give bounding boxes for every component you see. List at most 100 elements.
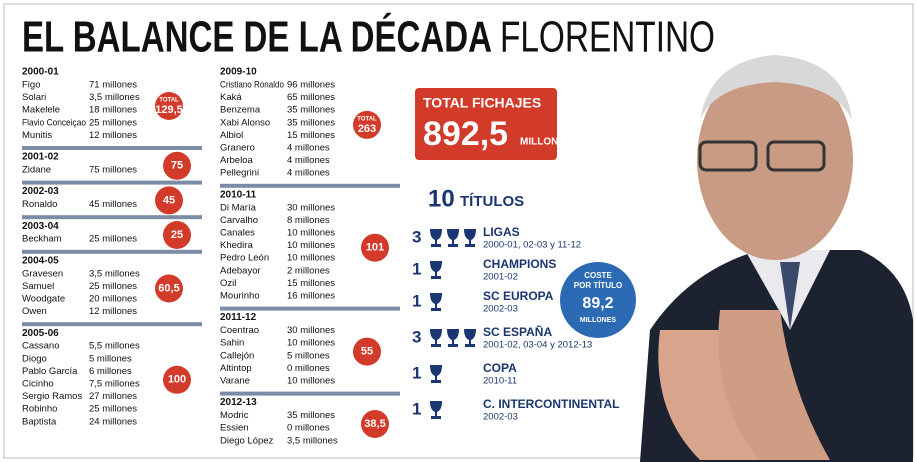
- title-count: 3: [412, 227, 421, 246]
- amount: 35 millones: [287, 105, 335, 116]
- total-badge: [361, 410, 389, 438]
- amount: 65 millones: [287, 92, 335, 103]
- player: Munitis: [22, 130, 52, 141]
- season: 2002-03: [22, 186, 59, 197]
- amount: 10 millones: [287, 240, 335, 251]
- player: Xabi Alonso: [220, 117, 270, 128]
- amount: 5 millones: [89, 353, 132, 364]
- amount: 0 millones: [287, 423, 330, 434]
- total-badge: [163, 365, 191, 394]
- season: 2003-04: [22, 221, 59, 232]
- total-badge: [353, 337, 381, 366]
- fichajes-label: TOTAL FICHAJES: [423, 95, 541, 111]
- player: Kaká: [220, 92, 242, 103]
- player: Essien: [220, 423, 249, 434]
- player: Mourinho: [220, 291, 260, 302]
- player: Ronaldo: [22, 199, 57, 210]
- coste-amount: 89,2: [582, 295, 613, 312]
- amount: 10 millones: [287, 228, 335, 239]
- amount: 25 millones: [89, 404, 137, 415]
- trophy-icon: [464, 229, 476, 247]
- title-detail: 2000-01, 02-03 y 11-12: [483, 240, 581, 251]
- player: Baptista: [22, 416, 57, 427]
- total-amount: 45: [163, 194, 175, 206]
- titles-count: 10: [428, 185, 455, 212]
- trophy-icon: [430, 261, 442, 279]
- frame: [3, 3, 914, 459]
- player: Woodgate: [22, 294, 65, 305]
- total-amount: 75: [171, 160, 183, 172]
- amount: 10 millones: [287, 253, 335, 264]
- player: Cicinho: [22, 379, 54, 390]
- amount: 25 millones: [89, 117, 137, 128]
- trophy-icon: [430, 401, 442, 419]
- title-detail: 2002-03: [483, 304, 518, 315]
- player: Arbeloa: [220, 155, 253, 166]
- amount: 7,5 millones: [89, 379, 140, 390]
- amount: 6 millones: [89, 366, 132, 377]
- player: Solari: [22, 92, 46, 103]
- title-detail: 2002-03: [483, 412, 518, 423]
- amount: 96 millones: [287, 80, 335, 91]
- amount: 2 millones: [287, 265, 330, 276]
- amount: 4 millones: [287, 155, 330, 166]
- player: Carvalho: [220, 215, 258, 226]
- separator: [22, 180, 202, 185]
- fichajes-unit: MILLONES: [520, 137, 572, 148]
- title-name: LIGAS: [483, 225, 520, 239]
- coste-label: COSTE: [584, 271, 612, 280]
- amount: 75 millones: [89, 165, 137, 176]
- player: Granero: [220, 143, 255, 154]
- coste-badge: COSTE POR TÍTULO 89,2 MILLONES: [560, 262, 636, 338]
- total-amount: 100: [168, 374, 186, 386]
- season: 2012-13: [220, 397, 257, 408]
- title-name: SC ESPAÑA: [483, 324, 552, 339]
- player: Diogo: [22, 353, 47, 364]
- player: Pablo García: [22, 366, 78, 377]
- fichajes-box: TOTAL FICHAJES 892,5 MILLONES: [415, 88, 572, 160]
- amount: 20 millones: [89, 294, 137, 305]
- trophy-icon: [430, 365, 442, 383]
- title-detail: 2001-02, 03-04 y 2012-13: [483, 340, 592, 351]
- separator: [22, 146, 202, 150]
- amount: 25 millones: [89, 281, 137, 292]
- player: Sergio Ramos: [22, 391, 82, 402]
- total-amount: 60,5: [158, 282, 179, 294]
- total-badge: [353, 110, 381, 139]
- season: 2009-10: [220, 67, 257, 78]
- amount: 3,5 millones: [287, 435, 338, 446]
- player: Makelele: [22, 105, 60, 116]
- portrait: [640, 55, 913, 462]
- total-label: TOTAL: [357, 116, 377, 122]
- title-count: 1: [412, 399, 421, 418]
- title-name: SC EUROPA: [483, 289, 554, 303]
- player: Robinho: [22, 404, 57, 415]
- amount: 4 millones: [287, 143, 330, 154]
- trophy-icon: [430, 293, 442, 311]
- player: Adebayor: [220, 265, 261, 276]
- title-detail: 2001-02: [483, 272, 518, 283]
- player: Owen: [22, 306, 47, 317]
- title-count: 3: [412, 327, 421, 346]
- total-badge: [163, 221, 191, 249]
- separator: [220, 306, 400, 311]
- player: Beckham: [22, 234, 62, 245]
- amount: 30 millones: [287, 202, 335, 213]
- player: Canales: [220, 228, 255, 239]
- title-name: C. INTERCONTINENTAL: [483, 397, 619, 411]
- title-count: 1: [412, 291, 421, 310]
- amount: 10 millones: [287, 338, 335, 349]
- amount: 24 millones: [89, 416, 137, 427]
- player: Benzema: [220, 105, 261, 116]
- total-badge: [155, 92, 183, 120]
- amount: 4 millones: [287, 168, 330, 179]
- amount: 5,5 millones: [89, 341, 140, 352]
- amount: 18 millones: [89, 105, 137, 116]
- title-name: COPA: [483, 361, 517, 375]
- total-amount: 101: [366, 242, 384, 254]
- total-amount: 263: [358, 123, 376, 135]
- fichajes-amount: 892,5: [423, 115, 508, 153]
- amount: 8 millones: [287, 215, 330, 226]
- title-count: 1: [412, 363, 421, 382]
- player: Flavio Conceiçao: [22, 117, 86, 128]
